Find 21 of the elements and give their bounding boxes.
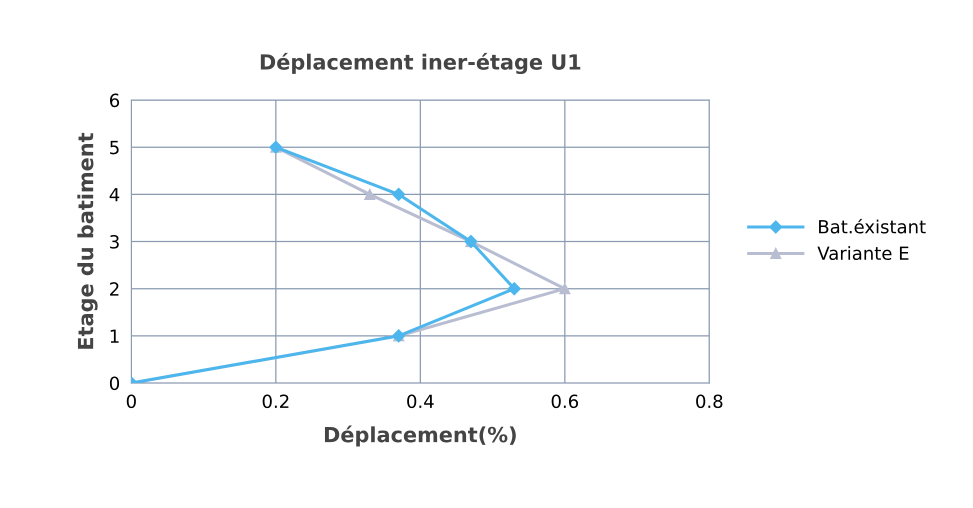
x-tick-label: 0.4 — [407, 394, 434, 408]
chart-title: Déplacement iner-étage U1 — [260, 52, 580, 74]
x-tick-label: 0.8 — [696, 394, 722, 408]
y-tick-label: 1 — [110, 330, 119, 343]
x-tick-label: 0.2 — [262, 394, 288, 408]
point — [364, 188, 376, 200]
x-tick-label: 0 — [126, 394, 136, 408]
x-tick-label: 0.6 — [552, 394, 578, 408]
point — [559, 283, 570, 294]
y-tick-label: 4 — [110, 188, 120, 202]
x-axis-title: Déplacement(%) — [324, 426, 516, 447]
y-tick-label: 2 — [110, 282, 118, 296]
y-axis-title: Etage du batiment — [77, 132, 98, 349]
y-tick-label: 6 — [110, 94, 120, 108]
y-tick-label: 3 — [110, 235, 119, 249]
point — [508, 282, 521, 296]
y-tick-label: 5 — [110, 140, 119, 154]
point — [392, 188, 406, 201]
legend-label: Variante E — [817, 246, 908, 260]
legend-label: Bat.éxistant — [819, 218, 926, 234]
y-tick-label: 0 — [110, 376, 120, 390]
